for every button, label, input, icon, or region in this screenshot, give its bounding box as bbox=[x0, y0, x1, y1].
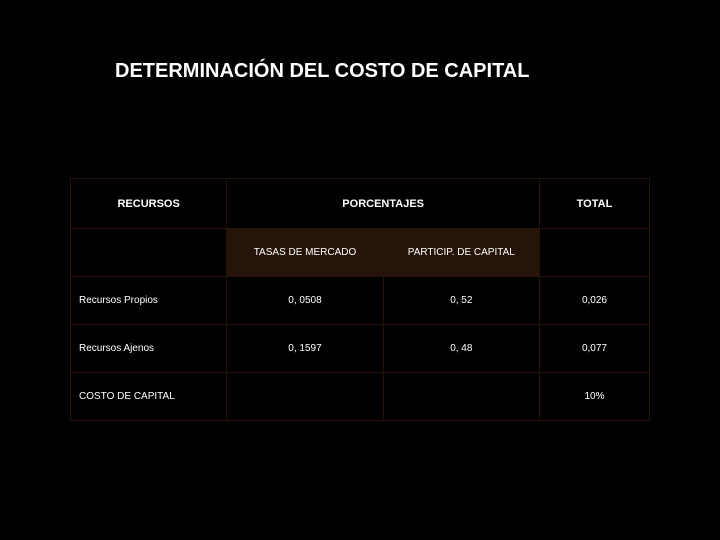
table-row: COSTO DE CAPITAL 10% bbox=[71, 373, 650, 421]
subheader-blank-left bbox=[71, 229, 227, 277]
row-label: COSTO DE CAPITAL bbox=[71, 373, 227, 421]
cost-of-capital-table: RECURSOS PORCENTAJES TOTAL TASAS DE MERC… bbox=[70, 178, 650, 421]
table-header-row: RECURSOS PORCENTAJES TOTAL bbox=[71, 179, 650, 229]
table-subheader-row: TASAS DE MERCADO PARTICIP. DE CAPITAL bbox=[71, 229, 650, 277]
row-c1 bbox=[227, 373, 383, 421]
subheader-blank-right bbox=[539, 229, 649, 277]
row-c3: 0,077 bbox=[539, 325, 649, 373]
row-c2: 0, 48 bbox=[383, 325, 539, 373]
row-c1: 0, 0508 bbox=[227, 277, 383, 325]
slide-title: DETERMINACIÓN DEL COSTO DE CAPITAL bbox=[115, 60, 650, 83]
subheader-tasas: TASAS DE MERCADO bbox=[227, 229, 383, 277]
header-total: TOTAL bbox=[539, 179, 649, 229]
row-c2 bbox=[383, 373, 539, 421]
table-row: Recursos Propios 0, 0508 0, 52 0,026 bbox=[71, 277, 650, 325]
row-c3: 0,026 bbox=[539, 277, 649, 325]
row-c1: 0, 1597 bbox=[227, 325, 383, 373]
header-recursos: RECURSOS bbox=[71, 179, 227, 229]
header-porcentajes: PORCENTAJES bbox=[227, 179, 540, 229]
row-c3: 10% bbox=[539, 373, 649, 421]
subheader-particip: PARTICIP. DE CAPITAL bbox=[383, 229, 539, 277]
table-row: Recursos Ajenos 0, 1597 0, 48 0,077 bbox=[71, 325, 650, 373]
row-label: Recursos Propios bbox=[71, 277, 227, 325]
row-label: Recursos Ajenos bbox=[71, 325, 227, 373]
row-c2: 0, 52 bbox=[383, 277, 539, 325]
slide: DETERMINACIÓN DEL COSTO DE CAPITAL RECUR… bbox=[0, 0, 720, 540]
